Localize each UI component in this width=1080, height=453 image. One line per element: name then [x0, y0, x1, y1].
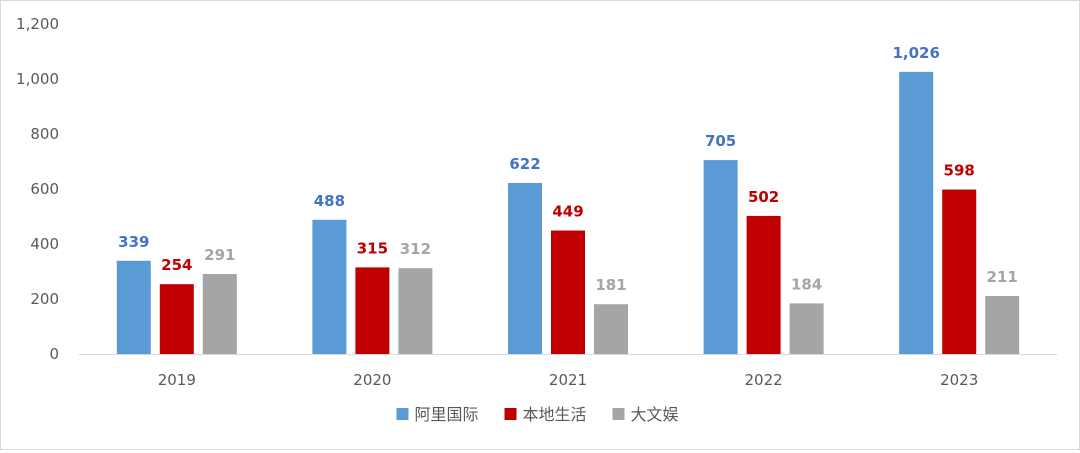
- data-labels: 339 254 291 488 315 312 622 449 181 705 502 184 1,02…: [118, 44, 1018, 294]
- x-axis-ticks: 2019 2020 2021 2022 2023: [158, 371, 979, 389]
- bar: [789, 303, 824, 354]
- y-tick-label: 400: [30, 235, 59, 253]
- y-tick-label: 200: [30, 290, 59, 308]
- data-label: 622: [509, 155, 540, 173]
- data-label: 488: [314, 192, 345, 210]
- y-tick-label: 0: [49, 345, 59, 363]
- bar: [594, 304, 628, 354]
- bar: [398, 268, 433, 354]
- data-label: 254: [161, 256, 192, 274]
- x-tick-label: 2020: [353, 371, 391, 389]
- bar: [746, 215, 781, 354]
- y-tick-label: 1,000: [16, 70, 59, 88]
- bar: [508, 182, 542, 354]
- legend: 阿里国际 本地生活 大文娱: [396, 405, 679, 424]
- bars-layer: [116, 71, 1020, 354]
- bar: [312, 219, 347, 354]
- bar: [202, 273, 237, 354]
- bar: [551, 230, 585, 354]
- bar: [116, 260, 151, 354]
- data-label: 449: [552, 203, 583, 221]
- data-label: 315: [357, 239, 388, 257]
- data-label: 181: [595, 276, 626, 294]
- legend-label: 本地生活: [523, 405, 587, 424]
- x-tick-label: 2021: [549, 371, 587, 389]
- bar: [942, 189, 977, 354]
- y-axis-ticks: 0 200 400 600 800 1,000 1,200: [16, 15, 59, 363]
- x-tick-label: 2022: [745, 371, 783, 389]
- data-label: 339: [118, 233, 149, 251]
- legend-swatch: [504, 408, 517, 420]
- legend-label: 大文娱: [631, 405, 679, 424]
- legend-swatch: [396, 408, 409, 420]
- data-label: 1,026: [892, 44, 939, 62]
- bar: [985, 295, 1020, 354]
- data-label: 184: [791, 275, 822, 293]
- data-label: 705: [705, 132, 736, 150]
- bar: [703, 160, 738, 354]
- bar: [899, 71, 934, 354]
- data-label: 312: [400, 240, 431, 258]
- bar: [159, 284, 194, 354]
- y-tick-label: 1,200: [16, 15, 59, 33]
- legend-label: 阿里国际: [415, 405, 479, 424]
- data-label: 598: [944, 162, 975, 180]
- data-label: 502: [748, 188, 779, 206]
- data-label: 291: [204, 246, 235, 264]
- x-tick-label: 2023: [940, 371, 978, 389]
- legend-swatch: [612, 408, 625, 420]
- x-tick-label: 2019: [158, 371, 196, 389]
- y-tick-label: 800: [30, 125, 59, 143]
- y-tick-label: 600: [30, 180, 59, 198]
- bar: [355, 267, 390, 354]
- data-label: 211: [987, 268, 1018, 286]
